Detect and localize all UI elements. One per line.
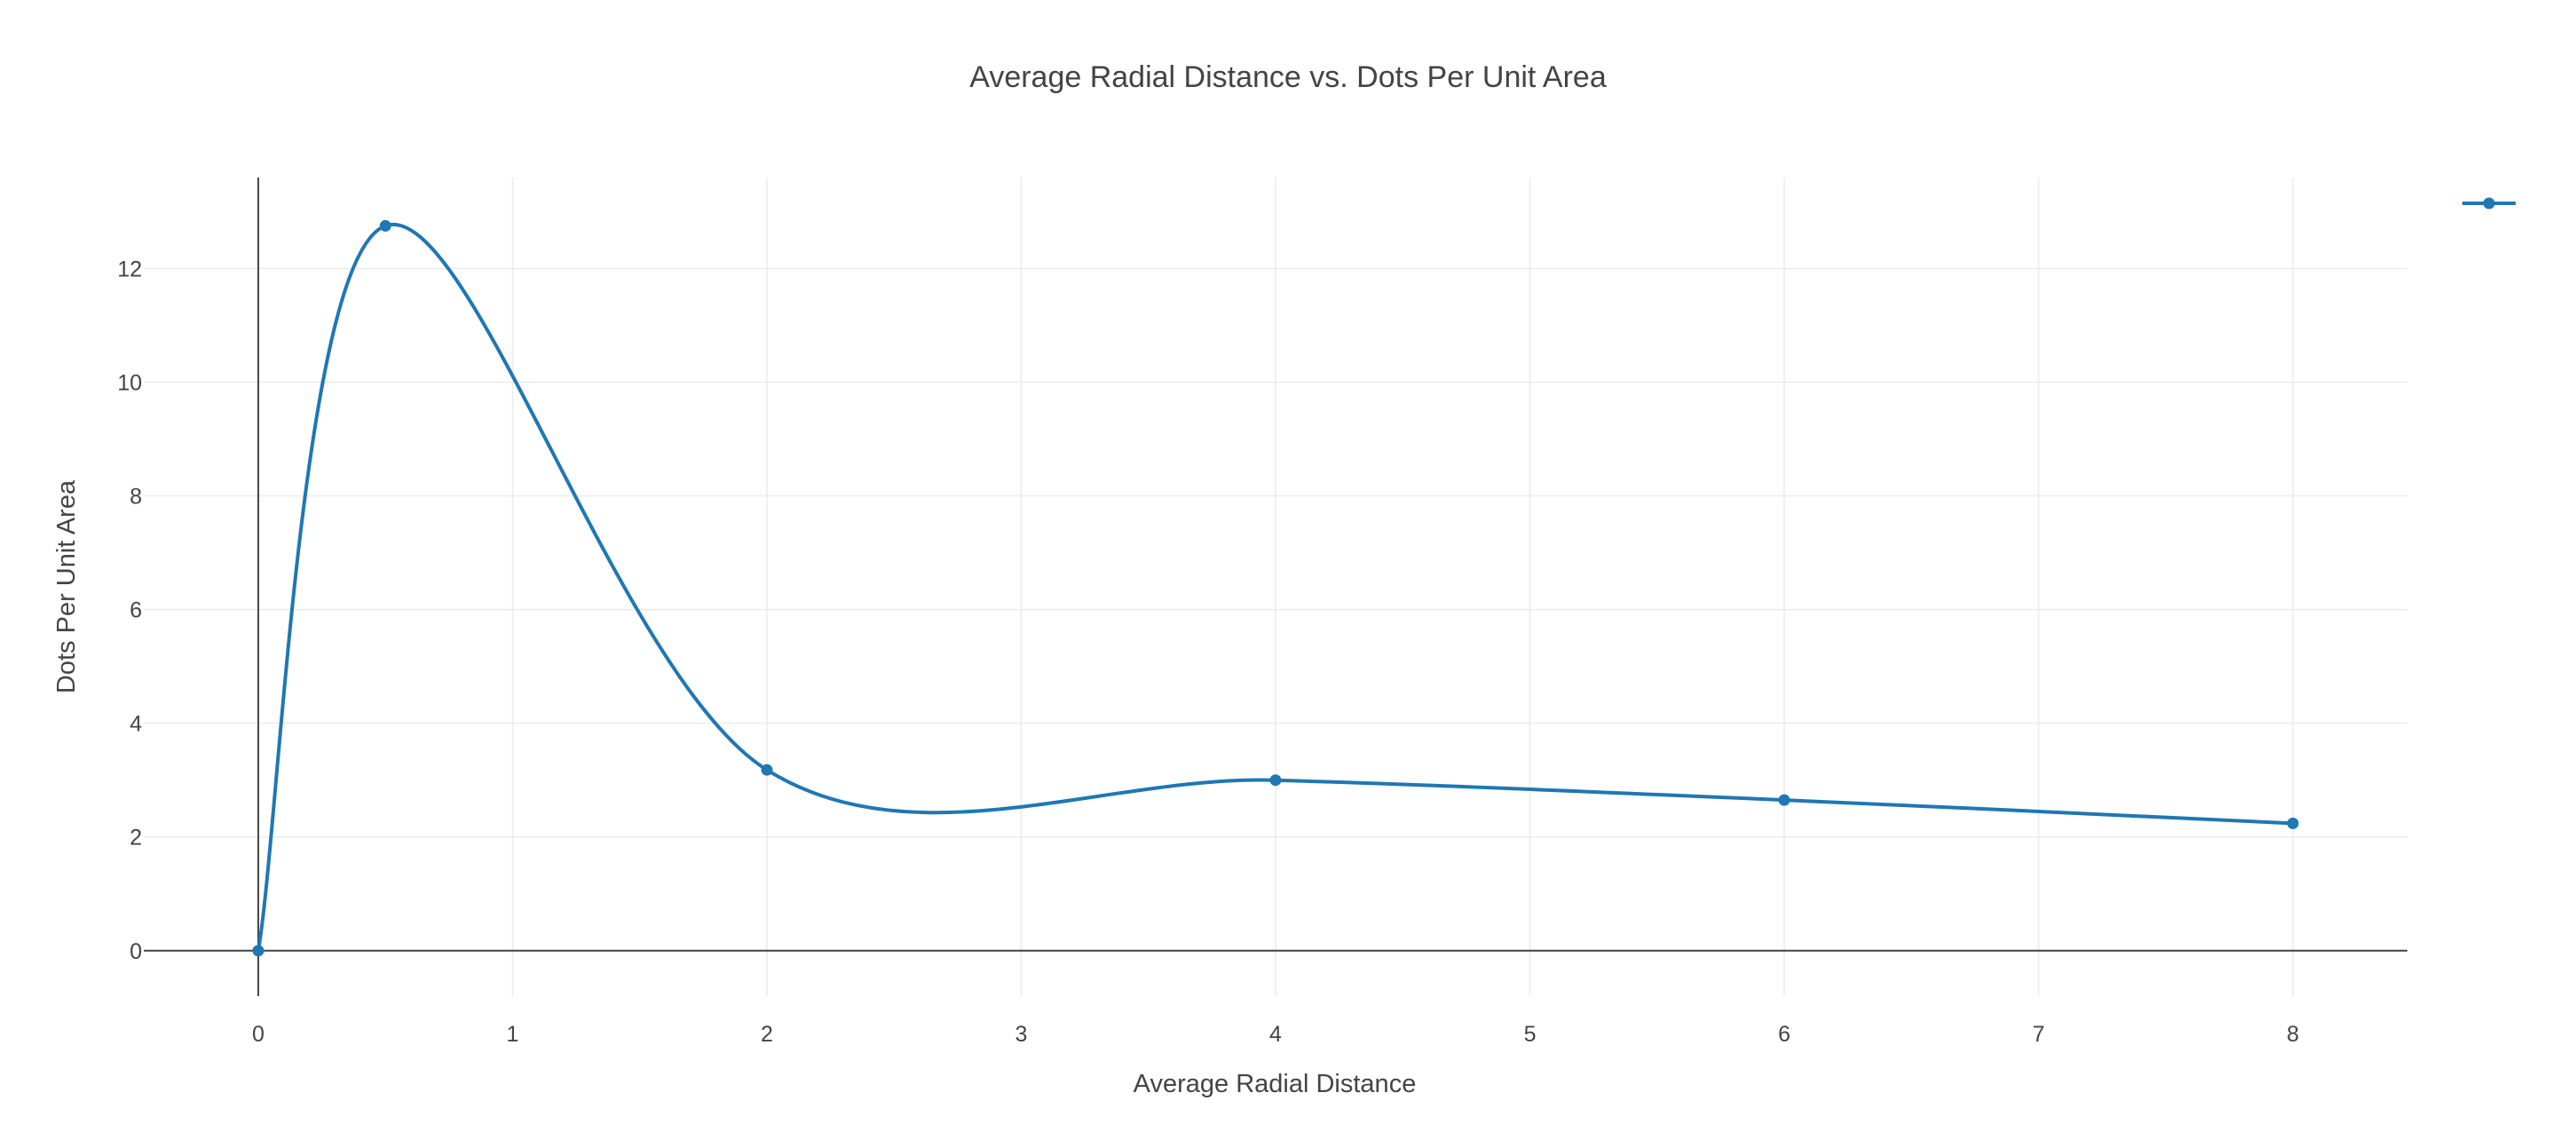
- x-tick-label: 1: [506, 1022, 518, 1047]
- y-grid-lines: [144, 267, 2407, 838]
- y-tick-label: 4: [130, 712, 142, 737]
- data-point[interactable]: [761, 764, 773, 776]
- y-tick-labels: 0 2 4 6 8 10 12: [117, 257, 142, 963]
- y-tick-label: 0: [130, 939, 142, 964]
- data-point[interactable]: [1269, 774, 1282, 787]
- x-axis-title: Average Radial Distance: [1134, 1070, 1417, 1098]
- y-axis-title: Dots Per Unit Area: [52, 479, 81, 693]
- series-line: [256, 222, 2295, 953]
- x-grid-lines: [511, 178, 2294, 996]
- x-tick-label: 3: [1015, 1022, 1028, 1047]
- x-tick-labels: 0 1 2 3 4 5 6 7 8: [252, 1022, 2299, 1047]
- series-layer: [252, 219, 2299, 957]
- y-tick-label: 8: [130, 485, 142, 510]
- x-tick-label: 2: [761, 1022, 773, 1047]
- data-point[interactable]: [252, 945, 265, 957]
- y-tick-label: 2: [130, 826, 142, 851]
- x-tick-label: 7: [2033, 1022, 2045, 1047]
- chart-title: Average Radial Distance vs. Dots Per Uni…: [969, 60, 1607, 94]
- x-tick-label: 8: [2287, 1022, 2299, 1047]
- data-point[interactable]: [379, 219, 391, 232]
- legend-series-marker: [2483, 197, 2495, 210]
- data-point[interactable]: [2287, 817, 2299, 829]
- x-tick-label: 5: [1524, 1022, 1537, 1047]
- legend[interactable]: [2462, 197, 2516, 210]
- y-tick-label: 10: [117, 371, 142, 396]
- y-tick-label: 6: [130, 598, 142, 623]
- x-tick-label: 4: [1269, 1022, 1282, 1047]
- y-tick-label: 12: [117, 257, 142, 281]
- data-point[interactable]: [1778, 794, 1790, 806]
- x-tick-label: 0: [252, 1022, 265, 1047]
- x-tick-label: 6: [1778, 1022, 1790, 1047]
